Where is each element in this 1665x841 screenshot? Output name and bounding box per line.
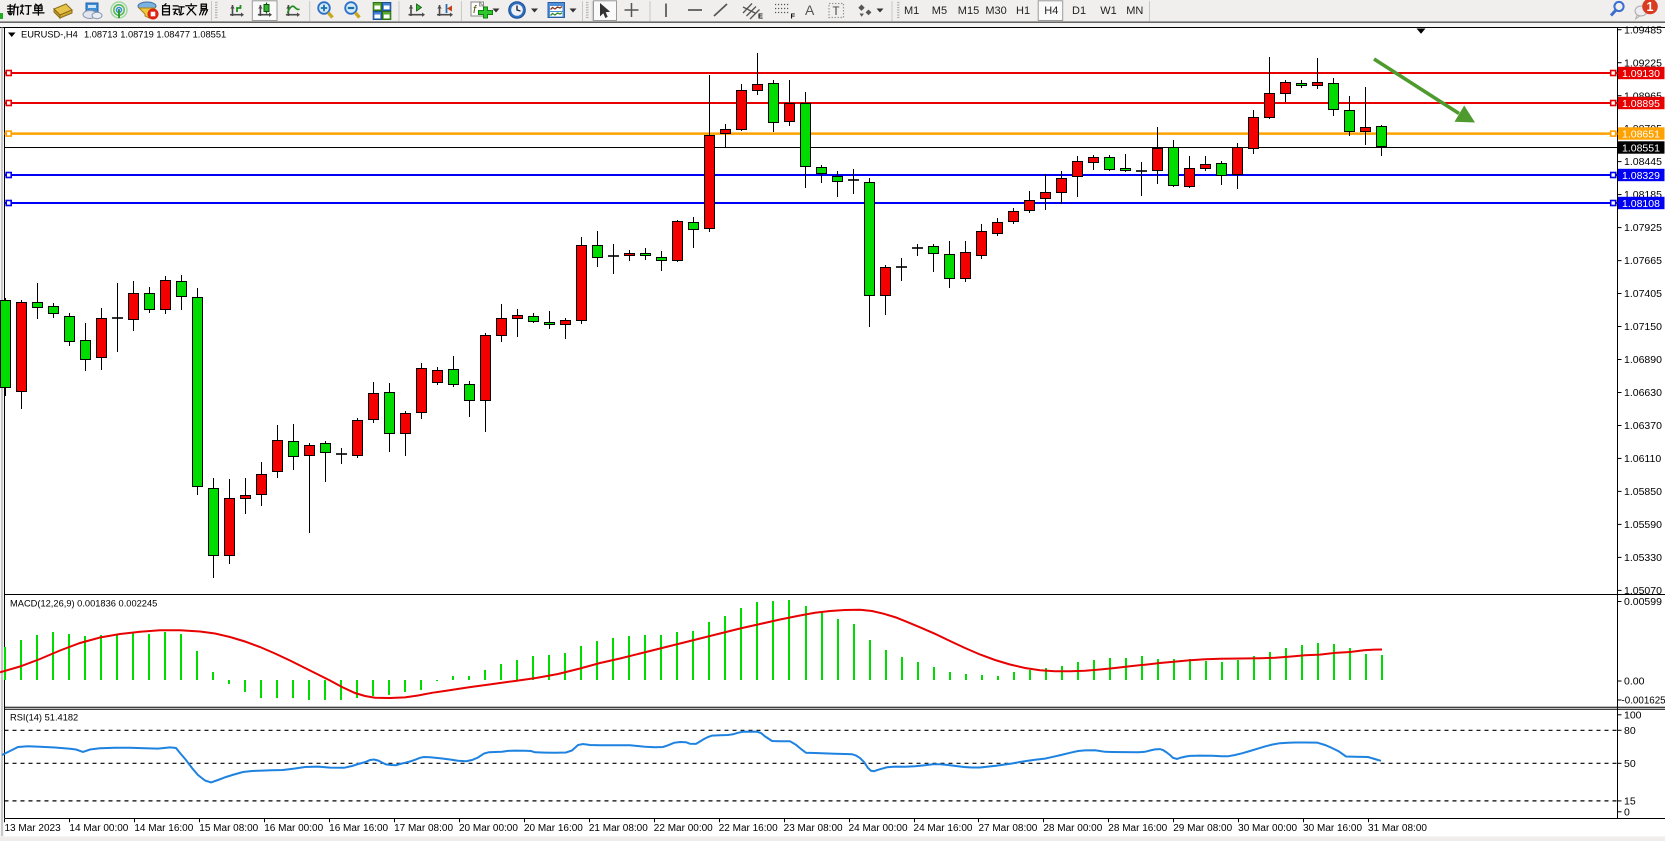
svg-text:30 Mar 00:00: 30 Mar 00:00 [1238,823,1297,834]
svg-text:-0.001625: -0.001625 [1622,696,1665,707]
svg-text:23 Mar 08:00: 23 Mar 08:00 [784,823,843,834]
svg-text:31 Mar 08:00: 31 Mar 08:00 [1368,823,1427,834]
svg-text:27 Mar 08:00: 27 Mar 08:00 [978,823,1037,834]
svg-text:1: 1 [1647,0,1654,14]
svg-text:24 Mar 16:00: 24 Mar 16:00 [914,823,973,834]
svg-text:14 Mar 16:00: 14 Mar 16:00 [134,823,193,834]
svg-text:1.07405: 1.07405 [1624,288,1662,300]
svg-text:1.08713 1.08719 1.08477 1.0855: 1.08713 1.08719 1.08477 1.08551 [84,30,226,40]
svg-text:22 Mar 00:00: 22 Mar 00:00 [654,823,713,834]
svg-text:MN: MN [1126,5,1143,17]
svg-text:1.09485: 1.09485 [1624,24,1662,36]
svg-text:15 Mar 08:00: 15 Mar 08:00 [199,823,258,834]
svg-text:1.09130: 1.09130 [1622,68,1660,80]
svg-text:24 Mar 00:00: 24 Mar 00:00 [849,823,908,834]
svg-text:14 Mar 00:00: 14 Mar 00:00 [69,823,128,834]
svg-text:1.08895: 1.08895 [1622,98,1660,110]
svg-text:W1: W1 [1100,5,1117,17]
svg-text:15: 15 [1624,796,1636,808]
svg-text:A: A [805,2,815,18]
svg-text:1.07150: 1.07150 [1624,321,1662,333]
svg-text:F: F [791,12,796,21]
svg-text:29 Mar 08:00: 29 Mar 08:00 [1173,823,1232,834]
svg-text:1.06630: 1.06630 [1624,387,1662,399]
svg-text:1.05070: 1.05070 [1624,585,1662,597]
svg-text:1.08551: 1.08551 [1622,142,1660,154]
svg-text:0: 0 [1624,806,1630,818]
svg-text:30 Mar 16:00: 30 Mar 16:00 [1303,823,1362,834]
svg-text:M30: M30 [985,5,1006,17]
svg-text:1.07665: 1.07665 [1624,255,1662,267]
svg-text:EURUSD-,H4: EURUSD-,H4 [21,30,78,40]
svg-text:MACD(12,26,9) 0.001836 0.00224: MACD(12,26,9) 0.001836 0.002245 [10,599,157,609]
svg-text:1.06110: 1.06110 [1624,453,1661,465]
svg-text:13 Mar 2023: 13 Mar 2023 [5,823,62,834]
svg-text:28 Mar 00:00: 28 Mar 00:00 [1043,823,1102,834]
svg-text:1.07925: 1.07925 [1624,222,1662,234]
svg-text:1.05850: 1.05850 [1624,486,1662,498]
svg-text:16 Mar 16:00: 16 Mar 16:00 [329,823,388,834]
svg-text:1.06890: 1.06890 [1624,354,1662,366]
svg-text:f: f [473,4,477,16]
svg-text:28 Mar 16:00: 28 Mar 16:00 [1108,823,1167,834]
svg-text:1.06370: 1.06370 [1624,420,1662,432]
svg-text:D1: D1 [1072,5,1086,17]
svg-text:80: 80 [1624,725,1636,737]
svg-text:17 Mar 08:00: 17 Mar 08:00 [394,823,453,834]
svg-text:1.08108: 1.08108 [1622,198,1660,210]
svg-text:1.08651: 1.08651 [1622,128,1660,140]
svg-text:0.00599: 0.00599 [1624,596,1662,608]
svg-text:50: 50 [1624,758,1636,770]
svg-text:1.05590: 1.05590 [1624,519,1662,531]
svg-text:RSI(14) 51.4182: RSI(14) 51.4182 [10,713,78,723]
svg-text:22 Mar 16:00: 22 Mar 16:00 [719,823,778,834]
svg-text:16 Mar 00:00: 16 Mar 00:00 [264,823,323,834]
svg-text:0.00: 0.00 [1624,676,1645,688]
svg-text:H4: H4 [1044,5,1058,17]
svg-text:100: 100 [1624,709,1642,721]
svg-text:M1: M1 [904,5,919,17]
svg-text:M15: M15 [958,5,979,17]
svg-text:20 Mar 00:00: 20 Mar 00:00 [459,823,518,834]
svg-text:M5: M5 [932,5,947,17]
svg-text:1.08445: 1.08445 [1624,156,1662,168]
svg-text:21 Mar 08:00: 21 Mar 08:00 [589,823,648,834]
svg-text:1.05330: 1.05330 [1624,552,1662,564]
svg-text:E: E [758,12,763,21]
svg-text:1.09225: 1.09225 [1624,57,1662,69]
svg-text:20 Mar 16:00: 20 Mar 16:00 [524,823,583,834]
svg-text:1.08329: 1.08329 [1622,170,1660,182]
svg-text:T: T [833,6,840,18]
svg-text:H1: H1 [1016,5,1030,17]
